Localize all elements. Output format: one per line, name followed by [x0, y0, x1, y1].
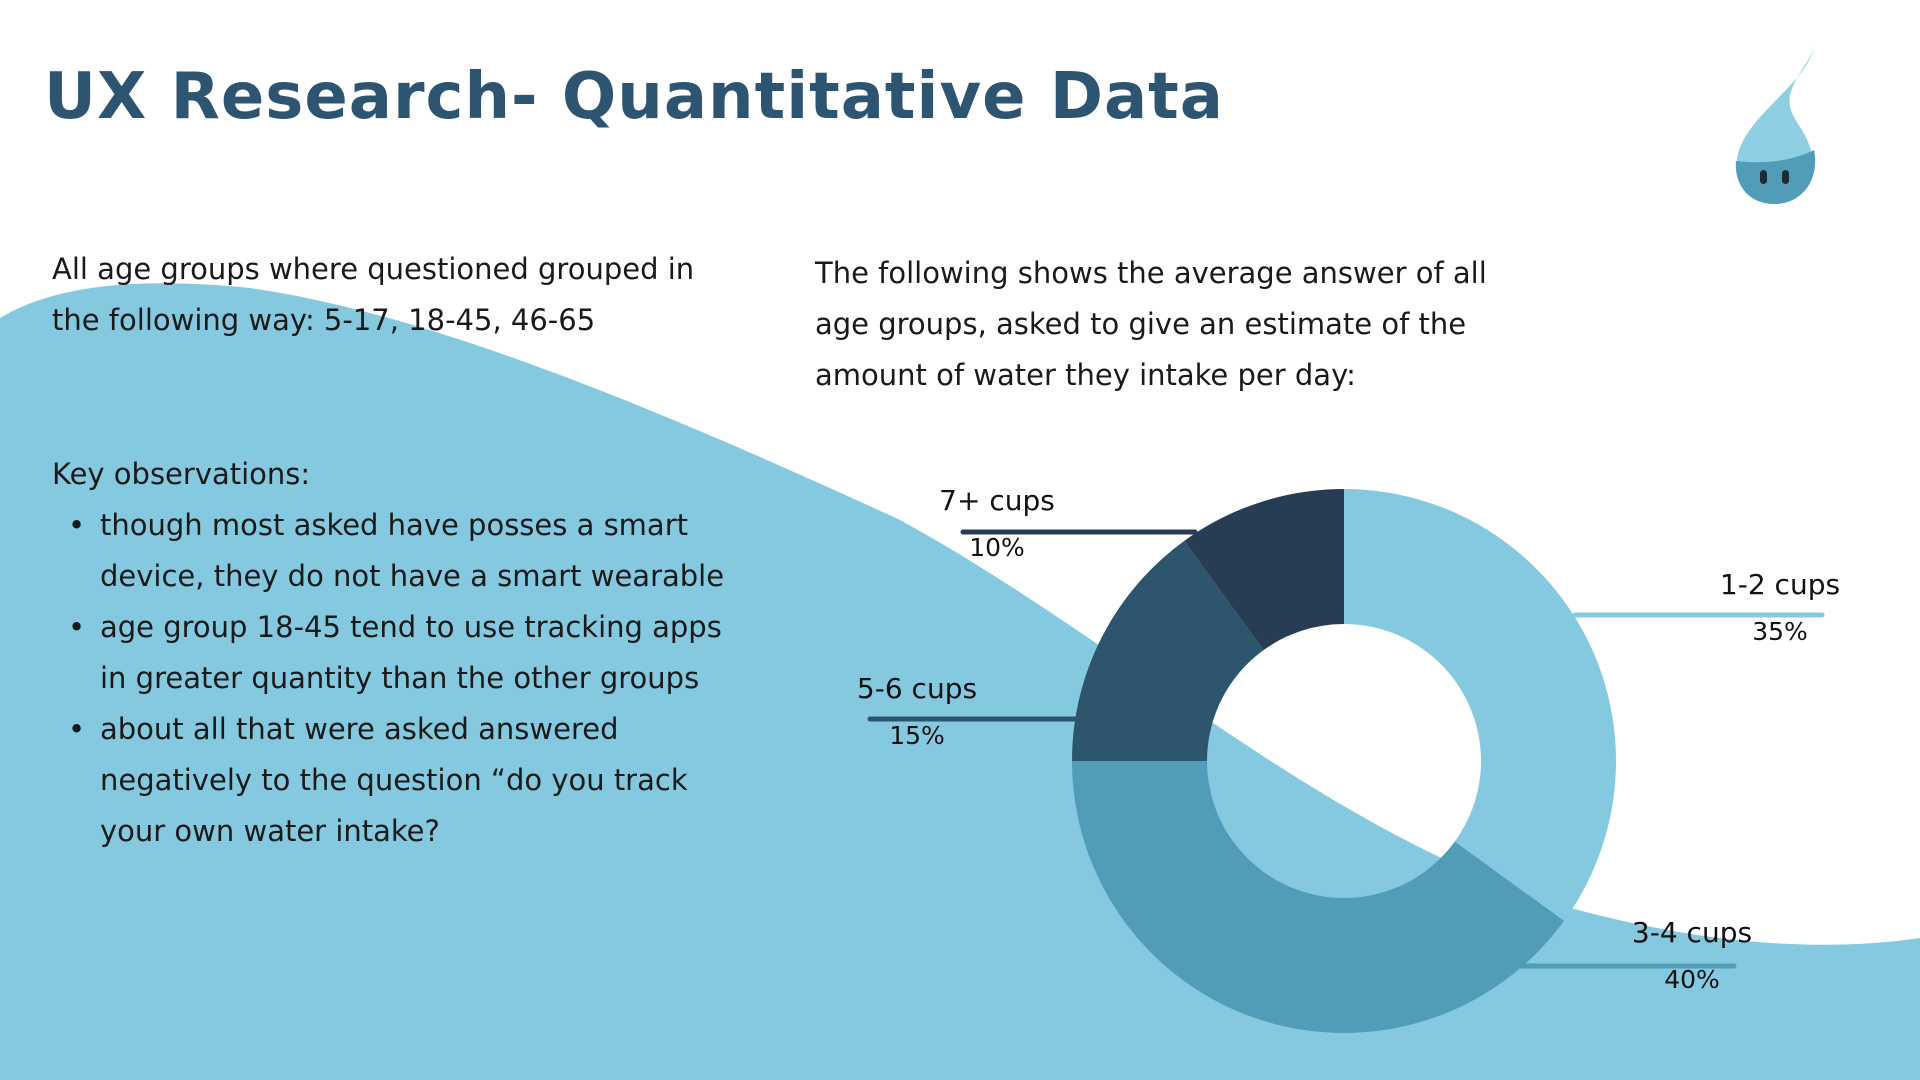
- chart-description: The following shows the average answer o…: [815, 256, 1487, 392]
- donut-slice-1-2-cups: [1344, 489, 1616, 921]
- category-label: 7+ cups: [939, 484, 1055, 517]
- bullet-icon: •: [68, 712, 86, 746]
- percent-label: 35%: [1752, 617, 1808, 646]
- observation-text: about all that were asked answered negat…: [100, 712, 688, 848]
- key-observations-list: • though most asked have posses a smart d…: [52, 500, 752, 857]
- page-title: UX Research- Quantitative Data: [44, 60, 1224, 134]
- percent-label: 10%: [969, 533, 1025, 562]
- intro-paragraph: All age groups where questioned grouped …: [52, 252, 695, 337]
- percent-label: 40%: [1664, 965, 1720, 994]
- list-item: • though most asked have posses a smart d…: [52, 500, 752, 602]
- category-label: 3-4 cups: [1632, 916, 1752, 949]
- category-label: 1-2 cups: [1720, 568, 1840, 601]
- bullet-icon: •: [68, 508, 86, 542]
- list-item: • about all that were asked answered nega…: [52, 704, 752, 857]
- observation-text: age group 18-45 tend to use tracking app…: [100, 610, 722, 695]
- donut-slice-5-6-cups: [1072, 540, 1264, 761]
- percent-label: 15%: [889, 721, 945, 750]
- donut-slice-3-4-cups: [1072, 761, 1565, 1034]
- list-item: • age group 18-45 tend to use tracking ap…: [52, 602, 752, 704]
- category-label: 5-6 cups: [857, 672, 977, 705]
- observation-text: though most asked have posses a smart de…: [100, 508, 725, 593]
- water-drop-mascot-icon: [1735, 47, 1816, 204]
- key-observations-heading: Key observations:: [52, 457, 311, 491]
- bullet-icon: •: [68, 610, 86, 644]
- donut-slice-7-cups: [1184, 489, 1344, 651]
